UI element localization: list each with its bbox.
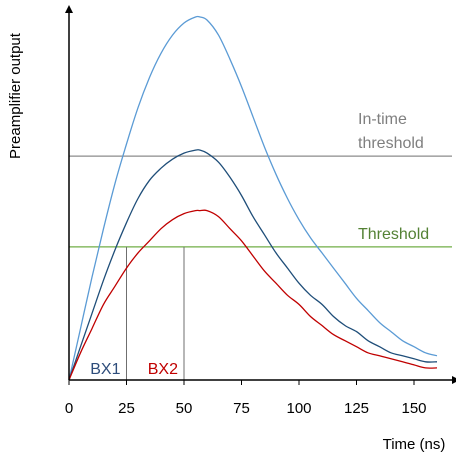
threshold-label: Threshold xyxy=(358,226,429,243)
x-tick-label: 125 xyxy=(344,400,369,417)
series-line xyxy=(68,15,438,381)
x-axis-label: Time (ns) xyxy=(383,436,446,453)
x-tick-label: 50 xyxy=(176,400,193,417)
y-axis-label: Preamplifier output xyxy=(7,32,24,159)
series-line xyxy=(68,209,438,381)
x-tick-label: 100 xyxy=(286,400,311,417)
x-tick-label: 25 xyxy=(118,400,135,417)
x-tick-label: 75 xyxy=(233,400,250,417)
series-line xyxy=(68,149,438,381)
x-tick-label: 150 xyxy=(401,400,426,417)
threshold-label: threshold xyxy=(358,135,424,152)
bx-label: BX2 xyxy=(148,361,178,378)
bx-label: BX1 xyxy=(90,361,120,378)
x-tick-label: 0 xyxy=(65,400,73,417)
threshold-label: In-time xyxy=(358,111,407,128)
